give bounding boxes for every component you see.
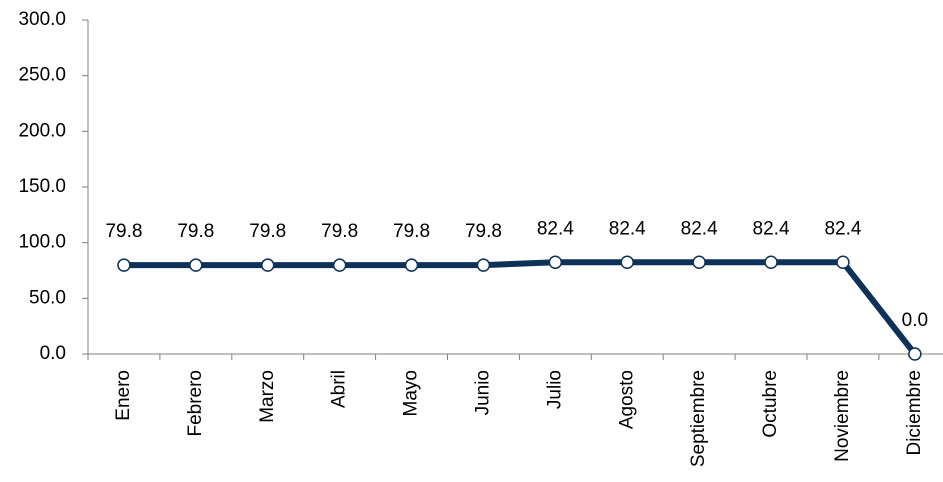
y-tick-label: 250.0 [18,65,66,86]
y-tick-label: 200.0 [18,120,66,141]
marker [334,259,346,271]
data-label: 82.4 [824,218,861,239]
marker [477,259,489,271]
marker [909,348,921,360]
x-tick-label: Diciembre [904,370,925,456]
y-tick-label: 100.0 [18,232,66,253]
data-label: 79.8 [393,221,430,242]
page: {"chart_data": {"type": "line", "categor… [0,0,943,482]
x-tick-label: Agosto [616,370,637,429]
x-tick-label: Enero [113,370,134,421]
x-tick-label: Febrero [185,370,206,437]
marker [406,259,418,271]
y-tick-label: 0.0 [40,343,66,364]
x-tick-label: Marzo [257,370,278,423]
data-label: 79.8 [177,221,214,242]
x-tick-label: Mayo [401,370,422,416]
x-tick-label: Noviembre [832,370,853,462]
marker [837,256,849,268]
y-tick-label: 50.0 [29,287,66,308]
data-label: 82.4 [537,218,574,239]
chart: 0.0 50.0 100.0 150.0 200.0 250.0 300.0 Enero Feb… [0,0,943,482]
y-tick-label: 150.0 [18,176,66,197]
x-tick-label: Octubre [760,370,781,438]
x-tick-label: Junio [472,370,493,415]
marker [118,259,130,271]
data-label: 79.8 [321,221,358,242]
y-tick-label: 300.0 [18,9,66,30]
marker [693,256,705,268]
data-label: 82.4 [681,218,718,239]
marker [549,256,561,268]
marker [262,259,274,271]
data-label: 79.8 [249,221,286,242]
data-label: 79.8 [105,221,142,242]
data-label: 79.8 [465,221,502,242]
data-label: 0.0 [902,310,928,331]
marker [190,259,202,271]
marker [621,256,633,268]
data-label: 82.4 [753,218,790,239]
x-tick-label: Septiembre [688,370,709,467]
marker [765,256,777,268]
data-label: 82.4 [609,218,646,239]
x-tick-label: Julio [544,370,565,409]
line [124,262,915,354]
x-tick-label: Abril [329,370,350,408]
